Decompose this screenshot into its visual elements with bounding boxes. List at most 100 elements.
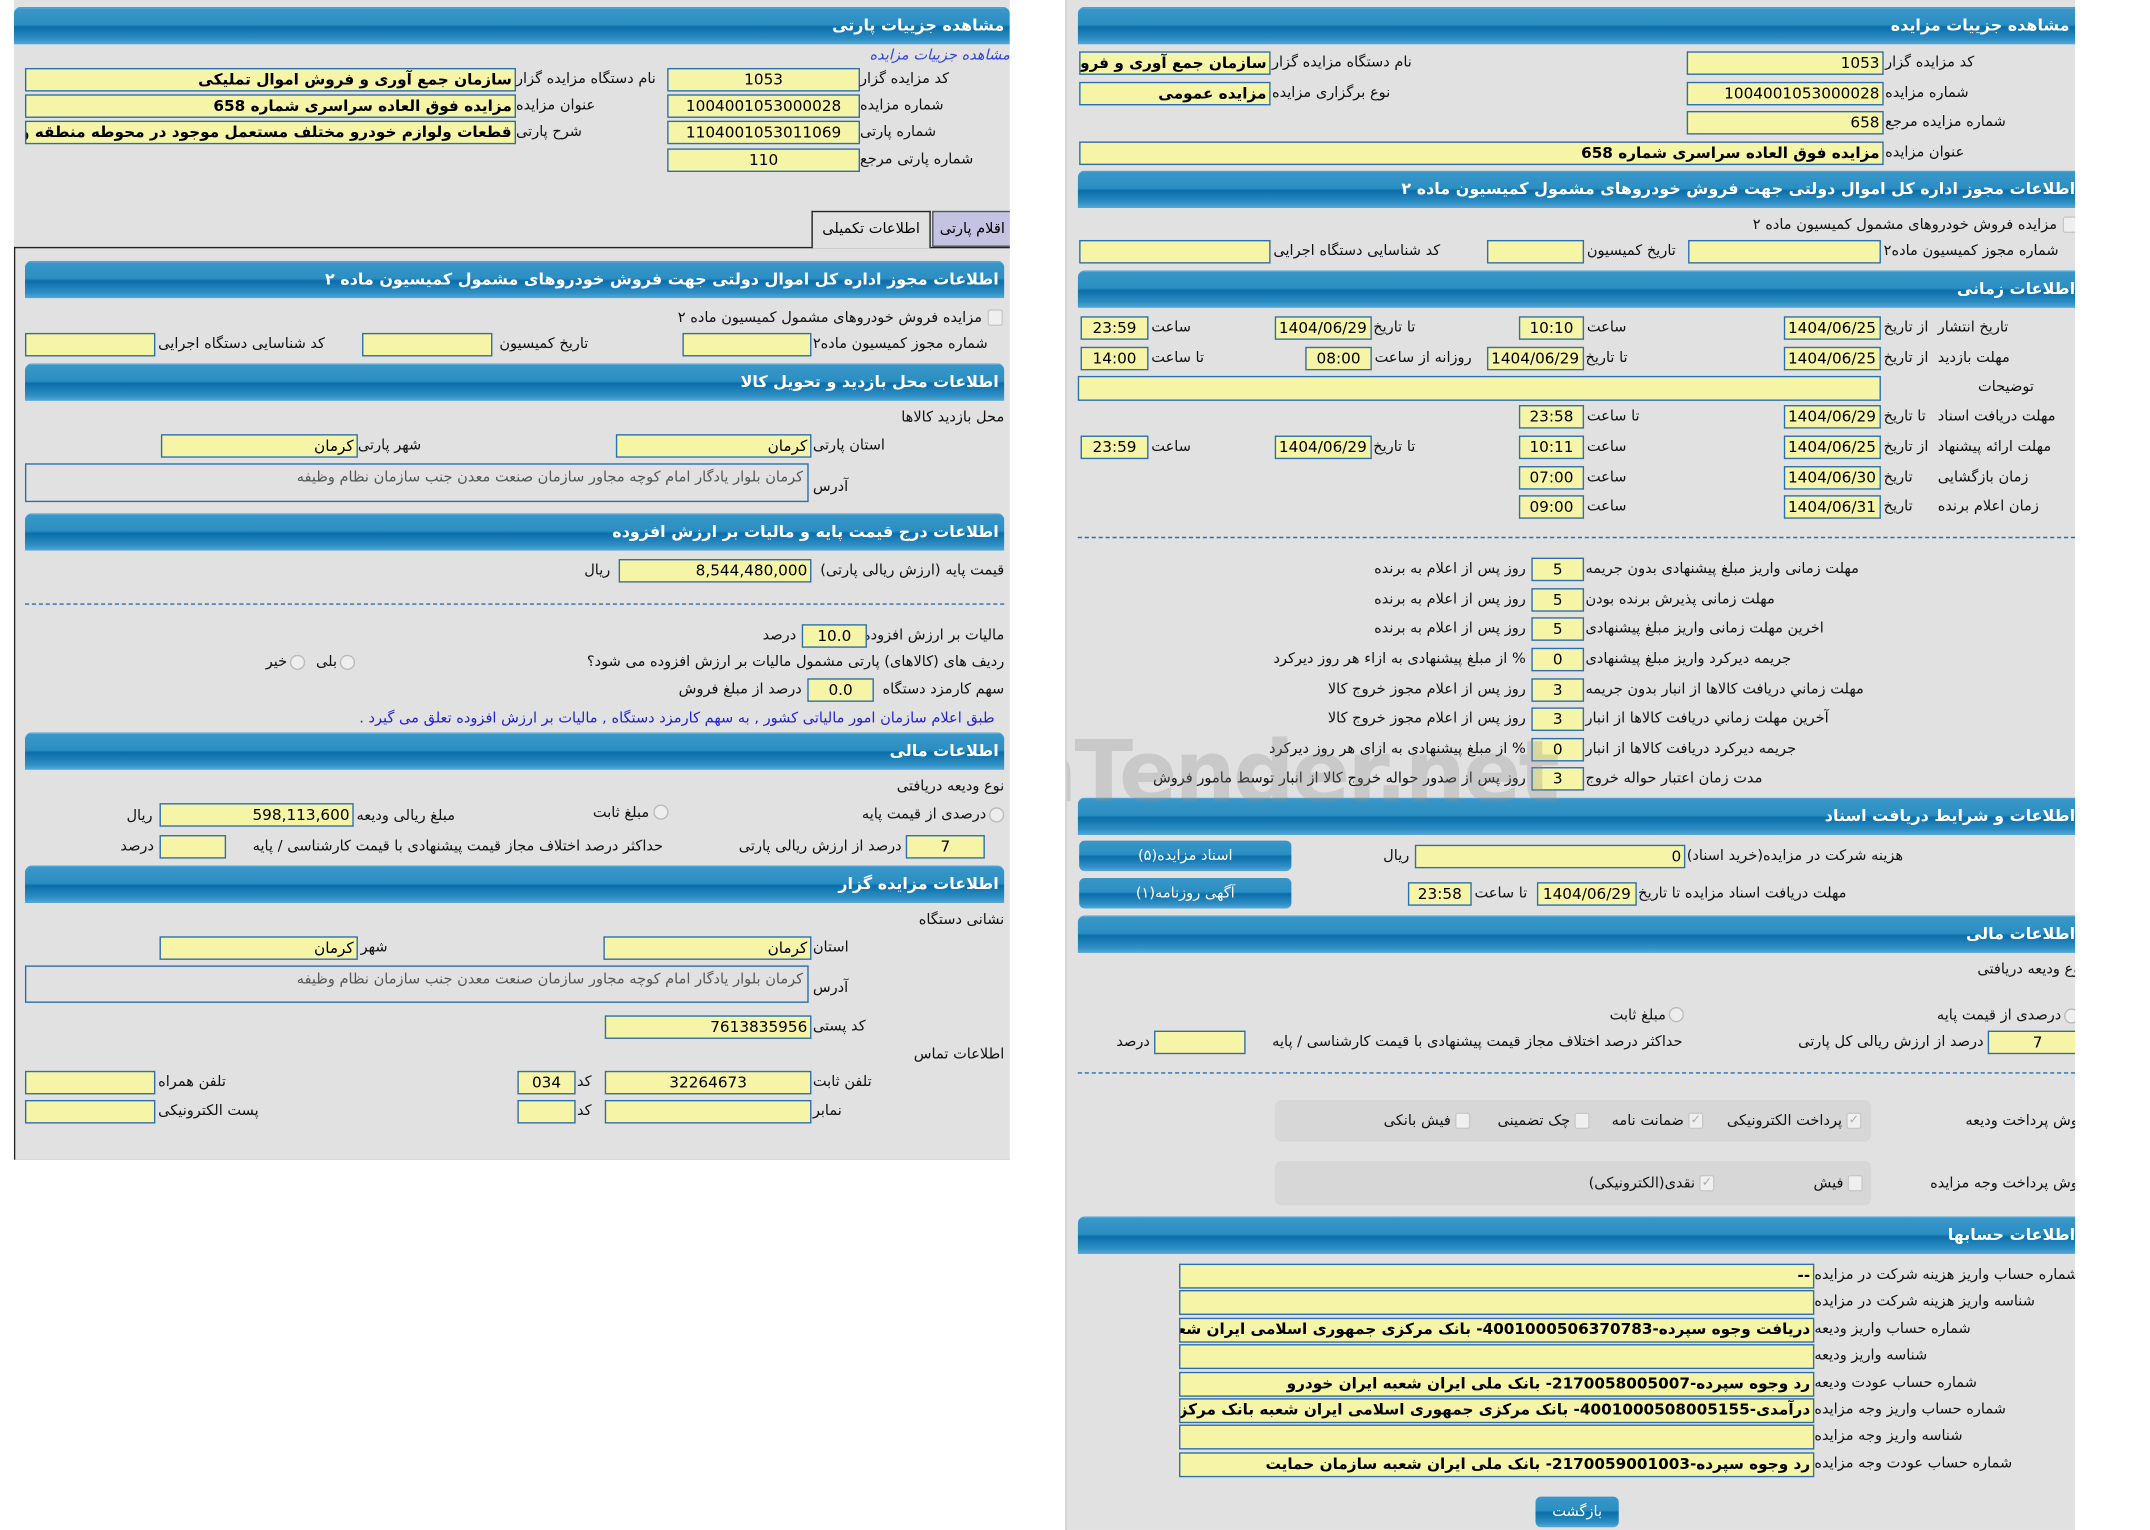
payment-option-checkbox[interactable]	[1847, 1174, 1863, 1192]
header-title: مشاهده جزییات پارتی	[832, 15, 1005, 35]
exec-code-field	[24, 332, 156, 357]
deposit-type-label: نوع ودیعه دریافتی	[896, 778, 1005, 795]
reference-auction-number-label: شماره مزایده مرجع	[1885, 113, 2006, 131]
deadline-label: اخرین مهلت زمانی واریز مبلغ پیشنهادی	[1585, 620, 1824, 637]
section-title: اطلاعات مجوز اداره کل اموال دولتی جهت فر…	[1401, 178, 2076, 199]
deposit-amount-field: 598,113,600	[159, 803, 354, 827]
auction-documents-button[interactable]: اسناد مزایده(۵)	[1079, 840, 1292, 872]
reference-party-number-field: 110	[667, 148, 861, 173]
newspaper-ad-button[interactable]: آگهی روزنامه(۱)	[1079, 878, 1292, 909]
divider	[24, 603, 1005, 605]
deadline-suffix: روز پس از اعلام مجوز خروج کالا	[1327, 680, 1526, 698]
deposit-percent-field: 7	[1987, 1030, 2076, 1055]
deposit-amount-label: مبلغ ریالی ودیعه	[356, 807, 456, 824]
deadline-label: آخرين مهلت زماني دريافت كالاها از انبار	[1585, 710, 1829, 727]
deposit-percent-suffix: درصد از ارزش ریالی پارتی	[738, 837, 902, 855]
party-details-panel: مشاهده جزییات پارتی مشاهده جزییات مزایده…	[13, 0, 1010, 1160]
vat-no-radio[interactable]	[289, 654, 306, 670]
docs-deadline-label: مهلت دریافت اسناد	[1937, 407, 2056, 425]
auctioneer-section-header: اطلاعات مزایده گزار	[24, 865, 1005, 904]
date-label: تاریخ	[1883, 468, 1913, 486]
fee-share-field: 0.0	[807, 678, 874, 702]
auction-number-field: 1004001053000028	[1686, 81, 1884, 106]
deadline-label: جريمه ديركرد دريافت كالاها از انبار	[1585, 740, 1797, 758]
percent-of-base-label: درصدی از قیمت پایه	[861, 805, 987, 823]
max-difference-label: حداکثر درصد اختلاف مجاز قیمت پیشنهادی با…	[1272, 1033, 1683, 1051]
auctioneer-code-label: کد مزایده گزار	[860, 70, 950, 88]
vat-yes-radio[interactable]	[339, 654, 356, 670]
commission-date-label: تاریخ کمیسیون	[1586, 242, 1676, 260]
to-hour-label: تا ساعت	[1586, 407, 1640, 425]
deadline-value-field: 5	[1531, 587, 1585, 612]
party-province-label: استان پارتی	[812, 436, 885, 454]
payment-option-checkbox[interactable]	[1574, 1112, 1590, 1130]
org-address-title: نشانی دستگاه	[918, 911, 1005, 928]
publish-to-time-field: 23:59	[1080, 316, 1149, 340]
auction-title-field: مزایده فوق العاده سراسری شماره 658	[24, 94, 517, 118]
max-difference-field	[1154, 1030, 1246, 1055]
view-auction-details-link[interactable]: مشاهده جزییات مزایده	[869, 47, 1010, 64]
visit-deadline-label: مهلت بازدید	[1937, 349, 2010, 367]
winner-date-field: 1404/06/31	[1783, 495, 1881, 519]
mobile-field	[24, 1070, 156, 1095]
percent-of-base-radio[interactable]	[2064, 1008, 2076, 1024]
commission-checkbox-label: مزایده فروش خودروهای مشمول کمیسیون ماده …	[1752, 216, 2058, 234]
commission-checkbox[interactable]	[2062, 216, 2076, 234]
section-title: اطلاعات مالی	[1966, 923, 2076, 944]
visit-from-date-field: 1404/06/25	[1783, 346, 1881, 371]
notes-field	[1077, 375, 1881, 401]
winner-time-field: 09:00	[1518, 495, 1585, 519]
permit-number-field	[682, 332, 812, 357]
percent-unit: درصد	[1116, 1033, 1150, 1051]
payment-option-checkbox[interactable]	[1455, 1112, 1471, 1130]
from-date-label: از تاریخ	[1883, 438, 1929, 455]
exec-code-label: کد شناسایی دستگاه اجرایی	[158, 335, 325, 353]
daily-from-label: روزانه از ساعت	[1374, 349, 1472, 367]
account-label: شماره حساب واریز ودیعه	[1814, 1320, 1971, 1337]
fixed-amount-radio[interactable]	[1668, 1007, 1684, 1023]
offer-to-time-field: 23:59	[1080, 435, 1149, 460]
payment-option-label: نقدی(الکترونیکی)	[1588, 1174, 1696, 1192]
account-value-field: درآمدی-4001000508005155- بانک مرکزی جمهو…	[1179, 1398, 1815, 1424]
back-button[interactable]: بازگشت	[1535, 1496, 1619, 1528]
org-city-field: کرمان	[159, 936, 358, 960]
percent-unit: درصد	[120, 837, 154, 855]
fee-share-label: سهم کارمزد دستگاه	[882, 681, 1005, 698]
payment-option-checkbox[interactable]: ✓	[1846, 1112, 1862, 1130]
opening-time-field: 07:00	[1518, 466, 1585, 490]
visit-daily-from-field: 08:00	[1305, 346, 1372, 371]
to-date-label: تا تاریخ	[1883, 407, 1926, 425]
to-date-label: تا تاریخ	[1373, 438, 1416, 455]
payment-option-label: پرداخت الکترونیکی	[1726, 1112, 1843, 1130]
percent-of-base-radio[interactable]	[989, 807, 1005, 823]
visit-to-date-field: 1404/06/29	[1486, 346, 1585, 371]
tab-party-items[interactable]: اقلام پارتی	[932, 210, 1010, 247]
account-value-field: رد وجوه سپرده-2170058005007- بانک ملی ای…	[1179, 1371, 1815, 1397]
deadline-suffix: روز پس از اعلام مجوز خروج کالا	[1327, 710, 1526, 727]
docs-deadline-date-label: مهلت دریافت اسناد مزایده تا تاریخ	[1638, 884, 1847, 902]
auction-number-label: شماره مزایده	[860, 97, 944, 114]
tab-additional-info[interactable]: اطلاعات تکمیلی	[811, 210, 931, 249]
section-title: اطلاعات حسابها	[1947, 1224, 2076, 1245]
section-title: اطلاعات درج قیمت پایه و مالیات بر ارزش ا…	[612, 521, 999, 541]
account-label: شماره حساب عودت ودیعه	[1814, 1374, 1977, 1391]
phone-label: تلفن ثابت	[812, 1073, 872, 1091]
max-difference-label: حداکثر درصد اختلاف مجاز قیمت پیشنهادی با…	[252, 837, 664, 855]
deadline-label: مدت زمان اعتبار حواله خروج	[1585, 769, 1763, 787]
commission-checkbox[interactable]	[987, 309, 1003, 326]
offer-from-date-field: 1404/06/25	[1783, 435, 1881, 460]
payment-option-label: ضمانت نامه	[1611, 1112, 1684, 1130]
payment-option-checkbox[interactable]: ✓	[1688, 1112, 1704, 1130]
auction-title-label: عنوان مزایده	[516, 97, 596, 114]
finance-section-header: اطلاعات مالی	[1077, 915, 2076, 953]
from-date-label: از تاریخ	[1883, 349, 1929, 367]
party-description-label: شرح پارتی	[516, 123, 582, 141]
vat-yes-label: بلی	[316, 653, 338, 670]
fixed-amount-radio[interactable]	[653, 804, 669, 820]
base-price-label: قیمت پایه (ارزش ریالی پارتی)	[820, 561, 1005, 579]
payment-option-checkbox[interactable]: ✓	[1699, 1174, 1715, 1192]
auction-details-header: مشاهده جزییات مزایده	[1077, 6, 2076, 45]
deadline-suffix: روز پس از اعلام به برنده	[1374, 620, 1526, 637]
fixed-amount-label: مبلغ ثابت	[592, 804, 650, 822]
